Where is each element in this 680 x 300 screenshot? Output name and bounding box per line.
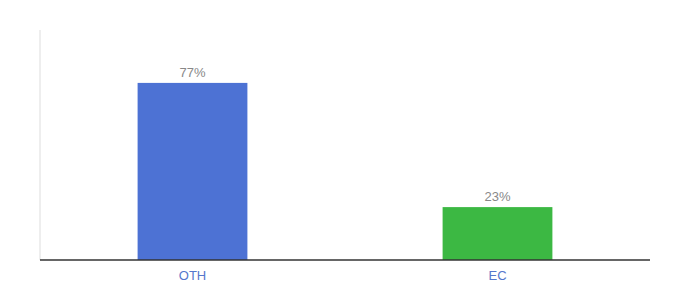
x-tick-label: OTH [179,268,206,283]
y-axis-line [40,30,41,260]
bars [138,83,553,260]
x-axis-line [40,259,650,261]
data-label: 77% [179,65,205,80]
page: {"chart_data": {"type": "bar", "categori… [0,0,680,300]
data-label: 23% [484,189,510,204]
chart-container: 77% 23% OTH EC [0,0,680,300]
bar [443,207,553,260]
chart-svg: 77% 23% OTH EC [0,0,680,300]
bar [138,83,248,260]
x-tick-label: EC [488,268,506,283]
